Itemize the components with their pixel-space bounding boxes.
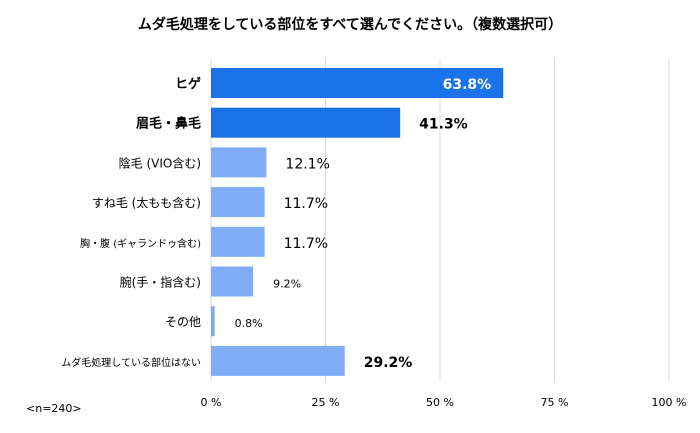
sample-size-note: <n=240>	[26, 402, 82, 415]
x-tick-label: 0 %	[201, 396, 222, 409]
data-label: 11.7%	[284, 196, 328, 212]
bar	[211, 266, 254, 297]
category-label: 胸・腹 (ギャランドゥ含む)	[80, 237, 201, 250]
data-label: 11.7%	[284, 236, 328, 252]
x-tick-label: 100 %	[652, 396, 687, 409]
bar	[211, 226, 265, 257]
bar	[211, 107, 401, 138]
data-label: 0.8%	[235, 317, 263, 330]
bar	[211, 68, 504, 98]
bar	[211, 306, 215, 337]
category-label: 陰毛 (VIO含む)	[119, 155, 201, 170]
data-label: 12.1%	[285, 156, 329, 172]
x-tick-label: 75 %	[541, 396, 569, 409]
category-label: その他	[165, 315, 201, 329]
data-label: 9.2%	[273, 278, 301, 291]
bar	[211, 345, 345, 376]
x-tick-label: 50 %	[426, 396, 454, 409]
data-label: 63.8%	[443, 77, 492, 93]
category-label: ムダ毛処理している部位はない	[61, 356, 201, 369]
bar	[211, 147, 267, 178]
x-tick-label: 25 %	[312, 396, 340, 409]
bar	[211, 187, 265, 218]
data-label: 41.3%	[419, 117, 468, 133]
category-label: ヒゲ	[175, 76, 201, 92]
category-label: すね毛 (太もも含む)	[92, 195, 201, 210]
category-label: 腕(手・指含む)	[120, 275, 201, 290]
category-label: 眉毛・鼻毛	[136, 116, 201, 132]
chart-title: ムダ毛処理をしている部位をすべて選んでください。（複数選択可）	[137, 17, 563, 33]
data-label: 29.2%	[364, 355, 413, 371]
